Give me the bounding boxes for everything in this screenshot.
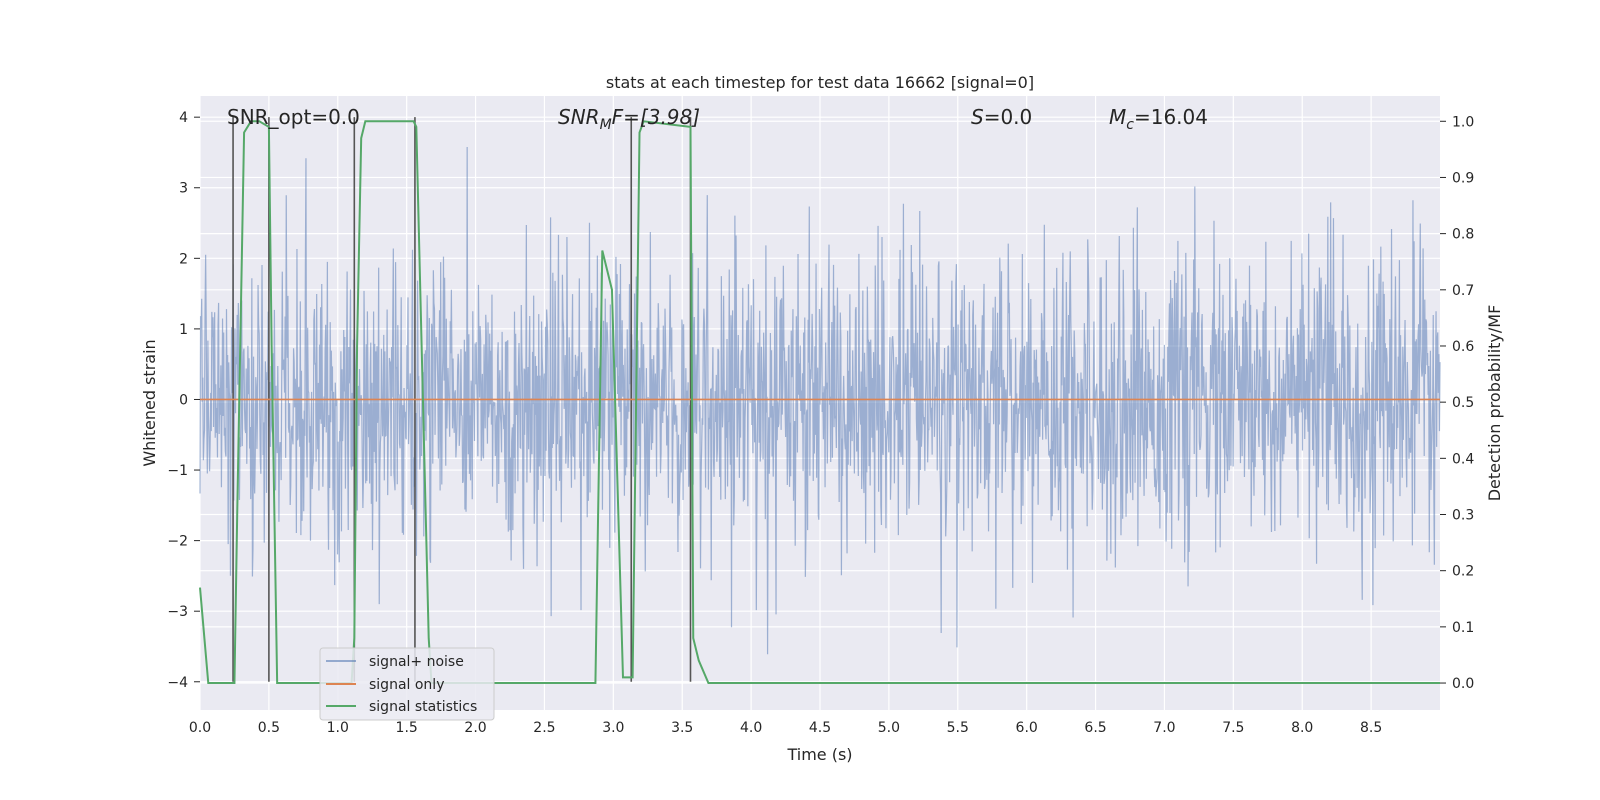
x-tick-label: 7.5	[1222, 720, 1244, 736]
annotation-s-var: S	[971, 105, 984, 129]
y2-tick-label: 0.1	[1452, 620, 1474, 636]
x-tick-label: 7.0	[1153, 720, 1175, 736]
x-tick-label: 5.5	[947, 720, 969, 736]
noise-series	[199, 146, 1441, 655]
y2-axis-label: Detection probability/MF	[1485, 305, 1504, 502]
annotation-snr-mf-rest: F=[3.98]	[612, 105, 700, 129]
y2-tick-label: 0.8	[1452, 227, 1474, 243]
statistics-series	[199, 120, 1440, 685]
annotation-snr-mf-base: SNR	[558, 105, 600, 129]
legend-label-signal: signal only	[369, 677, 444, 693]
annotation-mc-var: M	[1109, 105, 1126, 129]
y-tick-label: 4	[179, 110, 188, 126]
y2-axis-ticks: 1.0 0.9 0.8 0.7 0.6 0.5 0.4 0.3 0.2 0.1 0.0	[1440, 114, 1474, 692]
x-tick-label: 8.0	[1291, 720, 1313, 736]
x-tick-label: 5.0	[878, 720, 900, 736]
x-axis-label: Time (s)	[786, 745, 852, 764]
noise-line	[199, 146, 1441, 655]
legend-box	[319, 647, 495, 721]
legend-label-noise: signal+ noise	[369, 654, 464, 670]
y-tick-label: −2	[167, 534, 188, 550]
y-tick-label: 3	[179, 181, 188, 197]
annotation-mc-sub: c	[1126, 117, 1134, 133]
legend-label-statistics: signal statistics	[369, 699, 477, 715]
annotation-mc: Mc=16.04	[1109, 105, 1208, 133]
annotation-snr-mf-sub: M	[600, 117, 612, 133]
x-tick-label: 0.5	[258, 720, 280, 736]
x-tick-label: 6.0	[1016, 720, 1038, 736]
y2-tick-label: 0.7	[1452, 283, 1474, 299]
annotation-s-rest: =0.0	[984, 105, 1033, 129]
x-tick-label: 6.5	[1084, 720, 1106, 736]
x-tick-label: 3.5	[671, 720, 693, 736]
y-axis-ticks: 4 3 2 1 0 −1 −2 −3 −4	[167, 110, 200, 691]
y2-tick-label: 0.3	[1452, 508, 1474, 524]
annotation-snr-opt: SNR_opt=0.0	[227, 105, 360, 129]
y2-tick-label: 0.5	[1452, 395, 1474, 411]
x-tick-label: 1.5	[396, 720, 418, 736]
x-tick-label: 3.0	[602, 720, 624, 736]
y2-tick-label: 0.2	[1452, 564, 1474, 580]
x-tick-label: 2.0	[464, 720, 486, 736]
x-tick-label: 1.0	[327, 720, 349, 736]
y2-tick-label: 0.0	[1452, 676, 1474, 692]
annotation-mc-rest: =16.04	[1134, 105, 1208, 129]
y-tick-label: 2	[179, 251, 188, 267]
x-tick-label: 0.0	[189, 720, 211, 736]
legend: signal+ noise signal only signal statist…	[319, 647, 495, 721]
y2-tick-label: 1.0	[1452, 114, 1474, 130]
y-axis-label: Whitened strain	[140, 339, 159, 466]
y-tick-label: −1	[167, 463, 188, 479]
x-tick-label: 4.0	[740, 720, 762, 736]
x-tick-label: 2.5	[533, 720, 555, 736]
y-tick-label: 1	[179, 322, 188, 338]
y2-tick-label: 0.6	[1452, 339, 1474, 355]
y-tick-label: −3	[167, 604, 188, 620]
x-axis-ticks: 0.0 0.5 1.0 1.5 2.0 2.5 3.0 3.5 4.0 4.5 5.0 5.5 6.0 6…	[189, 720, 1382, 736]
statistics-line	[199, 120, 1440, 685]
y-tick-label: 0	[179, 392, 188, 408]
y2-tick-label: 0.9	[1452, 170, 1474, 186]
chart-title: stats at each timestep for test data 166…	[606, 73, 1034, 92]
x-tick-label: 4.5	[809, 720, 831, 736]
y2-tick-label: 0.4	[1452, 451, 1474, 467]
annotation-snr-mf: SNRMF=[3.98]	[558, 105, 700, 133]
annotation-s: S=0.0	[971, 105, 1032, 129]
y-tick-label: −4	[167, 675, 188, 691]
x-tick-label: 8.5	[1360, 720, 1382, 736]
